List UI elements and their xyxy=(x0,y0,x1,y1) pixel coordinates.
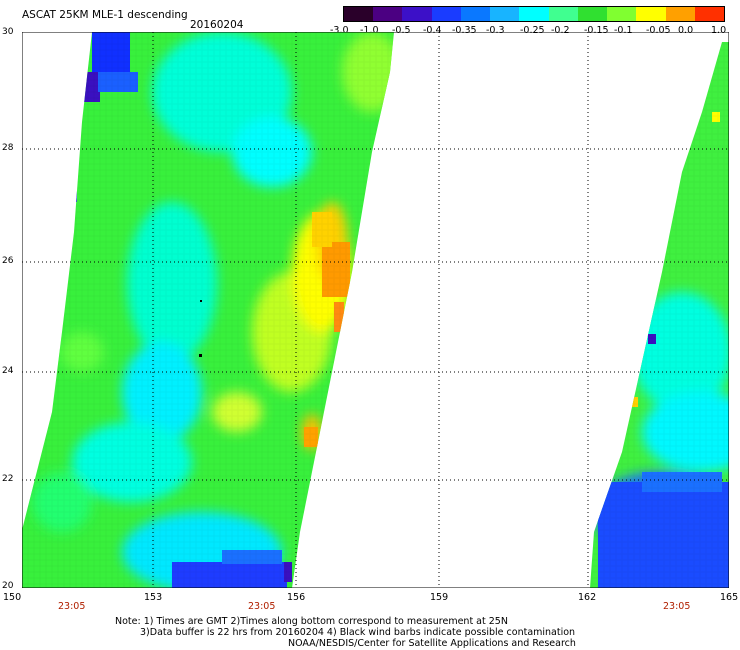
note-line-3: NOAA/NESDIS/Center for Satellite Applica… xyxy=(288,638,576,649)
y-tick-label: 20 xyxy=(2,581,14,591)
colorbar-tick-label: -3.0 xyxy=(330,25,349,36)
wind-barb xyxy=(200,300,202,302)
y-tick-label: 24 xyxy=(2,366,14,376)
colorbar-segment xyxy=(373,7,403,21)
x-tick-label: 153 xyxy=(144,592,163,603)
map-title: ASCAT 25KM MLE-1 descending xyxy=(22,9,188,21)
colorbar-segment xyxy=(490,7,520,21)
colorbar-segment xyxy=(460,7,491,21)
y-tick-label: 30 xyxy=(2,27,14,37)
colorbar-tick-label: 0.0 xyxy=(678,25,694,36)
colorbar-tick-label: -0.2 xyxy=(551,25,570,36)
x-tick-label: 165 xyxy=(720,592,739,603)
y-tick-label: 26 xyxy=(2,256,14,266)
colorbar-tick-label: -0.4 xyxy=(423,25,442,36)
colorbar-segment xyxy=(694,7,725,21)
colorbar-segment xyxy=(607,7,637,21)
x-tick-label: 159 xyxy=(430,592,449,603)
colorbar-tick-label: -1.0 xyxy=(360,25,379,36)
colorbar-tick-label: 1.0 xyxy=(711,25,727,36)
note-line-1: Note: 1) Times are GMT 2)Times along bot… xyxy=(115,616,508,627)
swath-right xyxy=(590,42,729,588)
colorbar-tick-label: -0.3 xyxy=(486,25,505,36)
colorbar-tick-label: -0.35 xyxy=(452,25,477,36)
colorbar-tick-label: -0.5 xyxy=(392,25,411,36)
x-tick-label: 162 xyxy=(578,592,597,603)
colorbar-labels: -3.0 -1.0 -0.5 -0.4 -0.35 -0.3 -0.25 -0.2 -0.15-… xyxy=(330,25,740,37)
colorbar-segment xyxy=(636,7,666,21)
colorbar-tick-label: -0.15 xyxy=(584,25,609,36)
colorbar-segment xyxy=(519,7,549,21)
colorbar-segment xyxy=(344,7,374,21)
map-date: 20160204 xyxy=(190,19,244,31)
time-label: 23:05 xyxy=(663,601,691,612)
time-label: 23:05 xyxy=(58,601,86,612)
colorbar-segment xyxy=(665,7,695,21)
colorbar-segment xyxy=(431,7,461,21)
wind-barb xyxy=(199,354,202,357)
note-line-2: 3)Data buffer is 22 hrs from 20160204 4)… xyxy=(140,627,576,638)
swath-map xyxy=(22,32,729,588)
graticule xyxy=(22,32,729,588)
colorbar-tick-label: -0.25 xyxy=(520,25,545,36)
x-tick-label: 150 xyxy=(3,592,22,603)
colorbar-segment xyxy=(402,7,432,21)
x-tick-label: 156 xyxy=(287,592,306,603)
y-tick-label: 28 xyxy=(2,143,14,153)
colorbar-segment xyxy=(548,7,578,21)
swath-left xyxy=(22,32,394,588)
colorbar-tick-label: -0.05 xyxy=(646,25,671,36)
colorbar-tick-label: -0.1 xyxy=(614,25,633,36)
colorbar xyxy=(343,6,725,22)
y-tick-label: 22 xyxy=(2,474,14,484)
time-label: 23:05 xyxy=(248,601,276,612)
colorbar-segment xyxy=(577,7,608,21)
